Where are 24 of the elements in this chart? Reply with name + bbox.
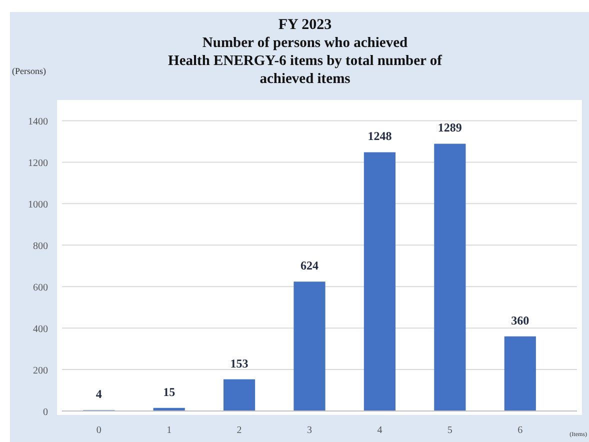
- x-tick-label: 6: [518, 425, 523, 436]
- y-tick-label: 0: [43, 407, 48, 418]
- x-tick-label: 0: [96, 425, 102, 436]
- x-tick-label: 5: [447, 425, 452, 436]
- data-label: 1289: [438, 120, 462, 135]
- y-tick-label: 1000: [28, 200, 48, 211]
- data-label: 15: [163, 384, 176, 399]
- data-label: 4: [96, 387, 102, 402]
- y-tick-label: 200: [33, 366, 48, 377]
- x-tick-label: 3: [307, 425, 312, 436]
- x-tick-label: 4: [377, 425, 382, 436]
- x-tick-label: 1: [166, 425, 172, 436]
- chart-title: FY 2023 Number of persons who achieved Health ENERGY-6 items by total number of achieved items: [168, 17, 442, 87]
- data-label: 1248: [368, 129, 392, 144]
- y-axis-title: (Persons): [12, 66, 46, 76]
- data-label: 360: [511, 313, 530, 328]
- y-tick-label: 1200: [28, 158, 48, 170]
- y-tick-label: 600: [33, 282, 48, 294]
- x-tick-label: 2: [236, 425, 242, 436]
- y-tick-label: 1400: [28, 116, 48, 128]
- data-label: 153: [230, 356, 248, 370]
- data-label: 624: [300, 258, 318, 273]
- y-tick-label: 800: [33, 241, 48, 252]
- y-tick-label: 400: [33, 324, 48, 336]
